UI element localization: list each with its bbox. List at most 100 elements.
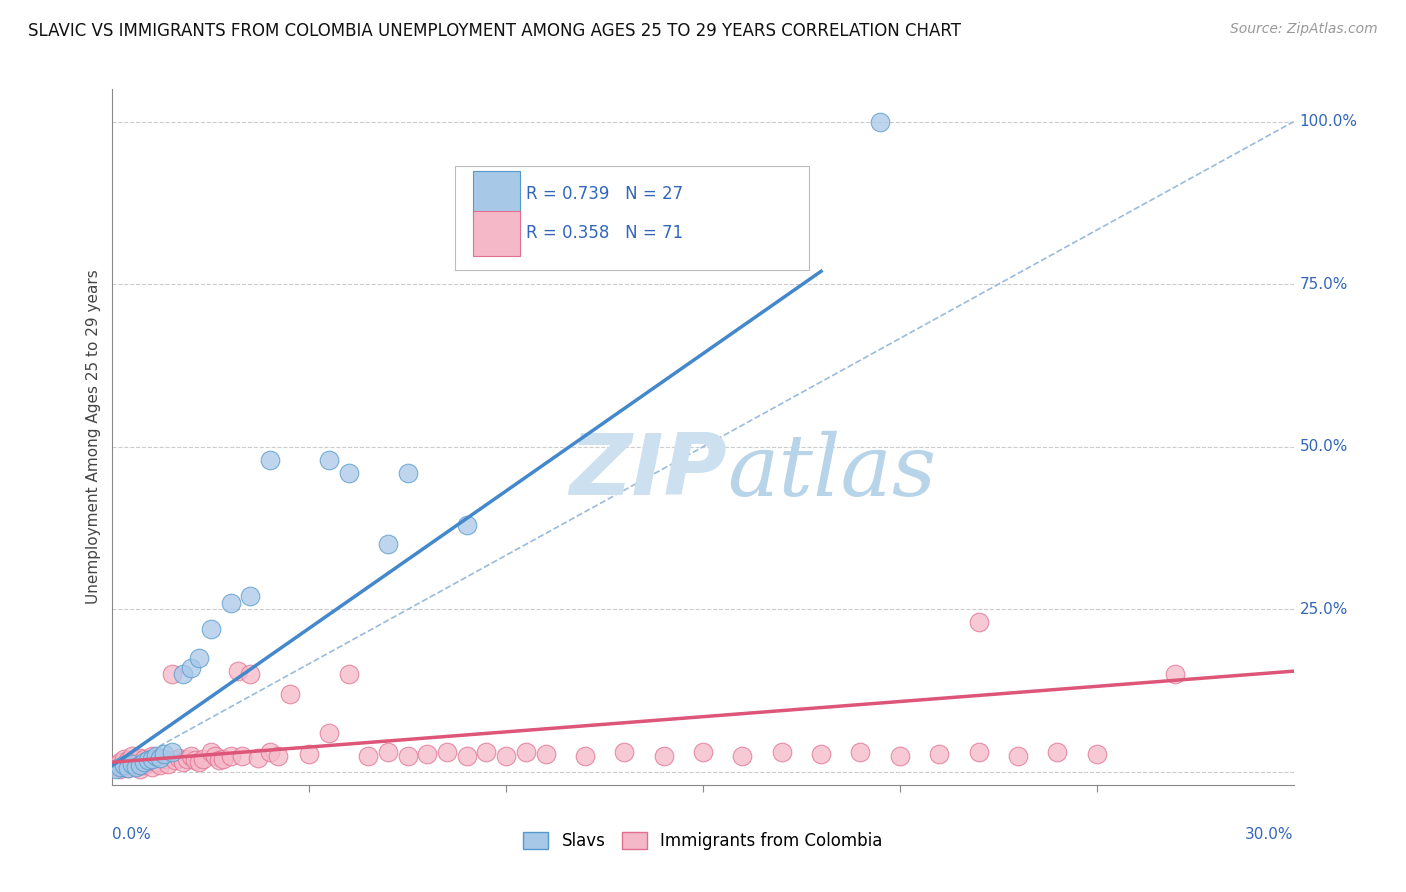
Point [141, 752, 163, 766]
Text: R = 0.739   N = 27: R = 0.739 N = 27 [526, 185, 683, 202]
Point [180, 748, 202, 763]
Text: 100.0%: 100.0% [1299, 114, 1357, 129]
Point [200, 746, 222, 760]
Point [110, 760, 132, 774]
Point [475, 746, 498, 760]
Point [204, 748, 226, 763]
Point [149, 750, 172, 764]
Point [188, 651, 211, 665]
Point [652, 748, 675, 763]
Point [231, 748, 253, 763]
FancyBboxPatch shape [456, 166, 810, 270]
Point [112, 760, 135, 774]
Point [731, 748, 754, 763]
Point [456, 517, 478, 532]
Point [928, 747, 950, 761]
Point [105, 762, 128, 776]
Point [145, 755, 167, 769]
Point [125, 753, 148, 767]
Text: ZIP: ZIP [569, 430, 727, 514]
Text: 0.0%: 0.0% [112, 827, 152, 842]
Point [160, 746, 183, 760]
Point [377, 537, 399, 551]
Point [239, 590, 262, 604]
Point [152, 752, 174, 766]
Point [132, 758, 155, 772]
Point [180, 661, 202, 675]
Point [132, 752, 155, 766]
Point [810, 747, 832, 761]
Point [613, 746, 636, 760]
Point [869, 114, 891, 128]
Point [889, 748, 911, 763]
Text: 50.0%: 50.0% [1299, 440, 1348, 454]
Point [172, 755, 194, 769]
Point [239, 667, 262, 681]
Point [396, 748, 419, 763]
Point [141, 760, 163, 774]
Point [416, 747, 439, 761]
Point [145, 748, 167, 763]
Point [298, 747, 321, 761]
Point [132, 755, 155, 769]
Point [770, 746, 793, 760]
Point [165, 753, 187, 767]
Point [318, 726, 340, 740]
Point [357, 748, 380, 763]
Point [156, 757, 179, 772]
Point [211, 752, 233, 766]
Point [169, 750, 191, 764]
Point [112, 752, 135, 766]
Text: 25.0%: 25.0% [1299, 602, 1348, 617]
Point [1164, 667, 1187, 681]
Point [141, 748, 163, 763]
Point [515, 746, 537, 760]
Point [105, 758, 128, 772]
Point [184, 753, 207, 767]
Point [396, 466, 419, 480]
FancyBboxPatch shape [472, 211, 520, 256]
Point [1007, 748, 1029, 763]
FancyBboxPatch shape [472, 171, 520, 217]
Point [129, 762, 152, 776]
Point [121, 757, 143, 772]
Point [267, 748, 290, 763]
Point [117, 761, 139, 775]
Point [849, 746, 872, 760]
Point [1046, 746, 1069, 760]
Point [967, 746, 990, 760]
Point [259, 453, 281, 467]
Point [125, 760, 148, 774]
Point [495, 748, 517, 763]
Text: SLAVIC VS IMMIGRANTS FROM COLOMBIA UNEMPLOYMENT AMONG AGES 25 TO 29 YEARS CORREL: SLAVIC VS IMMIGRANTS FROM COLOMBIA UNEMP… [28, 22, 962, 40]
Point [121, 757, 143, 772]
Y-axis label: Unemployment Among Ages 25 to 29 years: Unemployment Among Ages 25 to 29 years [86, 269, 101, 605]
Point [967, 615, 990, 630]
Text: 75.0%: 75.0% [1299, 277, 1348, 292]
Point [219, 748, 242, 763]
Point [278, 687, 301, 701]
Point [219, 596, 242, 610]
Point [191, 752, 214, 766]
Point [377, 746, 399, 760]
Point [149, 758, 172, 772]
Point [208, 753, 231, 767]
Point [228, 664, 250, 678]
Point [121, 748, 143, 763]
Point [112, 758, 135, 772]
Point [172, 667, 194, 681]
Point [176, 752, 198, 766]
Point [1085, 747, 1108, 761]
Point [534, 747, 557, 761]
Point [247, 750, 270, 764]
Point [152, 747, 174, 761]
Point [136, 755, 159, 769]
Point [188, 755, 211, 769]
Point [110, 762, 132, 776]
Text: Source: ZipAtlas.com: Source: ZipAtlas.com [1230, 22, 1378, 37]
Point [136, 753, 159, 767]
Point [456, 748, 478, 763]
Point [200, 622, 222, 636]
Point [318, 453, 340, 467]
Text: R = 0.358   N = 71: R = 0.358 N = 71 [526, 224, 683, 243]
